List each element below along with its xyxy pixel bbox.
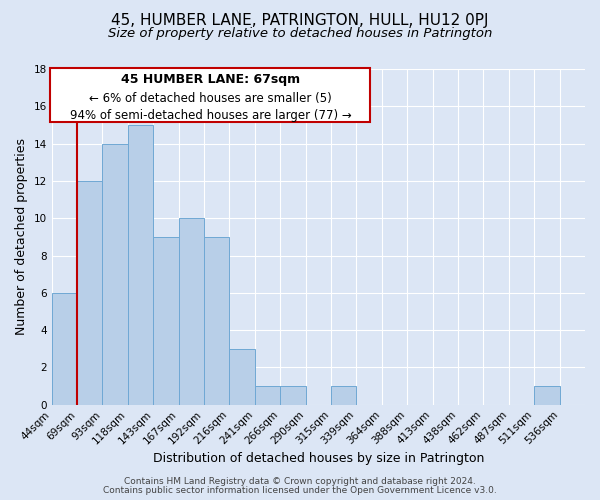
X-axis label: Distribution of detached houses by size in Patrington: Distribution of detached houses by size … — [152, 452, 484, 465]
Bar — [204, 237, 229, 404]
Text: ← 6% of detached houses are smaller (5): ← 6% of detached houses are smaller (5) — [89, 92, 332, 105]
Text: Contains HM Land Registry data © Crown copyright and database right 2024.: Contains HM Land Registry data © Crown c… — [124, 477, 476, 486]
Bar — [52, 293, 77, 405]
Bar — [331, 386, 356, 404]
Bar — [255, 386, 280, 404]
Bar — [77, 181, 103, 404]
Bar — [103, 144, 128, 404]
Bar — [534, 386, 560, 404]
Bar — [128, 125, 153, 404]
Bar — [280, 386, 305, 404]
Bar — [229, 349, 255, 405]
Y-axis label: Number of detached properties: Number of detached properties — [15, 138, 28, 336]
Text: Size of property relative to detached houses in Patrington: Size of property relative to detached ho… — [108, 28, 492, 40]
Bar — [153, 237, 179, 404]
Text: 45, HUMBER LANE, PATRINGTON, HULL, HU12 0PJ: 45, HUMBER LANE, PATRINGTON, HULL, HU12 … — [111, 12, 489, 28]
Text: 94% of semi-detached houses are larger (77) →: 94% of semi-detached houses are larger (… — [70, 109, 351, 122]
Text: 45 HUMBER LANE: 67sqm: 45 HUMBER LANE: 67sqm — [121, 73, 300, 86]
Bar — [179, 218, 204, 404]
Text: Contains public sector information licensed under the Open Government Licence v3: Contains public sector information licen… — [103, 486, 497, 495]
